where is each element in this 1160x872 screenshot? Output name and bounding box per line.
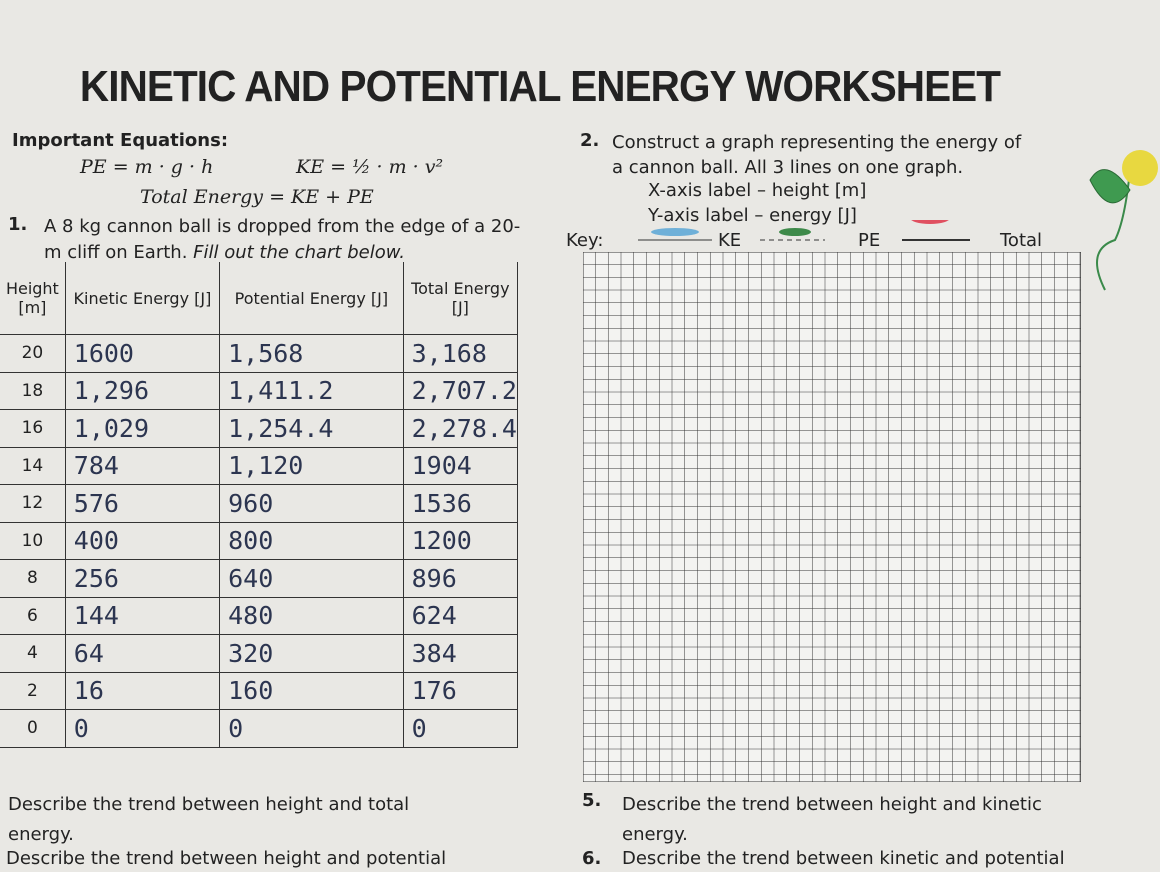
table-row: 12 576 960 1536: [0, 484, 519, 523]
handwritten-value: 624: [402, 596, 519, 635]
handwritten-value: 1,411.2: [219, 371, 404, 410]
table-header: Total Energy [J]: [402, 262, 519, 335]
question-text: Describe the trend between height and po…: [6, 848, 447, 869]
table-row: 2 16 160 176: [0, 671, 519, 710]
table-row: 4 64 320 384: [0, 634, 519, 673]
height-cell: 12: [0, 484, 66, 523]
table-row: 18 1,296 1,411.2 2,707.2: [0, 371, 519, 410]
key-item: KE: [718, 230, 742, 251]
table-header: Height [m]: [0, 262, 66, 335]
title: KINETIC AND POTENTIAL ENERGY WORKSHEET: [79, 62, 1001, 111]
height-cell: 16: [0, 409, 66, 448]
key-item: PE: [858, 230, 881, 251]
axis-instruction: Y-axis label – energy [J]: [648, 205, 857, 226]
handwritten-value: 1,120: [219, 446, 404, 485]
height-cell: 4: [0, 634, 66, 673]
question-text: Describe the trend between kinetic and p…: [622, 848, 1065, 869]
handwritten-value: 0: [64, 709, 221, 748]
key-color: [911, 220, 949, 224]
handwritten-value: 2,707.2: [402, 371, 519, 410]
handwritten-value: 176: [402, 671, 519, 710]
graph-grid: [583, 252, 1081, 782]
question-number: 5.: [582, 790, 602, 811]
table-row: 16 1,029 1,254.4 2,278.4: [0, 409, 519, 448]
equations-heading: Important Equations:: [12, 130, 229, 151]
handwritten-value: 896: [402, 559, 519, 598]
table-header: Potential Energy [J]: [219, 262, 404, 335]
table-header: Kinetic Energy [J]: [64, 262, 221, 335]
handwritten-value: 3,168: [402, 334, 519, 373]
height-cell: 6: [0, 596, 66, 635]
height-cell: 18: [0, 371, 66, 410]
key-color: [651, 228, 699, 236]
handwritten-value: 960: [219, 484, 404, 523]
handwritten-value: 1200: [402, 521, 519, 560]
table-row: 6 144 480 624: [0, 596, 519, 635]
handwritten-value: 256: [64, 559, 221, 598]
question-text: Construct a graph representing the energ…: [612, 132, 1022, 178]
handwritten-value: 640: [219, 559, 404, 598]
table-row: 20 1600 1,568 3,168: [0, 334, 519, 373]
table-row: 8 256 640 896: [0, 559, 519, 598]
handwritten-value: 1,568: [219, 334, 404, 373]
handwritten-value: 480: [219, 596, 404, 635]
handwritten-value: 160: [219, 671, 404, 710]
height-cell: 14: [0, 446, 66, 485]
table-row: 10 400 800 1200: [0, 521, 519, 560]
handwritten-value: 800: [219, 521, 404, 560]
question-text: Describe the trend between height and to…: [8, 794, 410, 845]
handwritten-value: 576: [64, 484, 221, 523]
handwritten-value: 2,278.4: [402, 409, 519, 448]
question-number: 1.: [8, 214, 28, 235]
handwritten-value: 0: [219, 709, 404, 748]
handwritten-value: 1600: [64, 334, 221, 373]
handwritten-value: 1,029: [64, 409, 221, 448]
height-cell: 0: [0, 709, 66, 748]
axis-instruction: X-axis label – height [m]: [648, 180, 867, 201]
handwritten-value: 1,254.4: [219, 409, 404, 448]
handwritten-value: 64: [64, 634, 221, 673]
height-cell: 8: [0, 559, 66, 598]
equation: KE = ½ · m · v²: [296, 156, 444, 178]
flower-doodle: [1089, 150, 1158, 291]
handwritten-value: 400: [64, 521, 221, 560]
handwritten-value: 384: [402, 634, 519, 673]
question-text: A 8 kg cannon ball is dropped from the e…: [44, 214, 524, 266]
equation: Total Energy = KE + PE: [140, 186, 374, 208]
question-number: 2.: [580, 130, 600, 151]
key-label: Key:: [566, 230, 604, 251]
height-cell: 10: [0, 521, 66, 560]
handwritten-value: 1904: [402, 446, 519, 485]
question-number: 6.: [582, 848, 602, 869]
handwritten-value: 1,296: [64, 371, 221, 410]
key-color: [779, 228, 811, 236]
handwritten-value: 144: [64, 596, 221, 635]
handwritten-value: 16: [64, 671, 221, 710]
key-lines: [638, 220, 970, 241]
handwritten-value: 1536: [402, 484, 519, 523]
question-text: Describe the trend between height and ki…: [622, 794, 1042, 845]
handwritten-value: 320: [219, 634, 404, 673]
handwritten-value: 784: [64, 446, 221, 485]
grid-lines: [583, 252, 1081, 782]
key-item: Total: [1000, 230, 1043, 251]
height-cell: 20: [0, 334, 66, 373]
instruction: Fill out the chart below.: [193, 242, 406, 263]
table-row: 14 784 1,120 1904: [0, 446, 519, 485]
handwritten-value: 0: [402, 709, 519, 748]
height-cell: 2: [0, 671, 66, 710]
question-text: A 8 kg cannon ball is dropped from the e…: [44, 216, 521, 263]
equation: PE = m · g · h: [80, 156, 214, 178]
energy-table: Height [m] Kinetic Energy [J] Potential En…: [0, 262, 519, 748]
